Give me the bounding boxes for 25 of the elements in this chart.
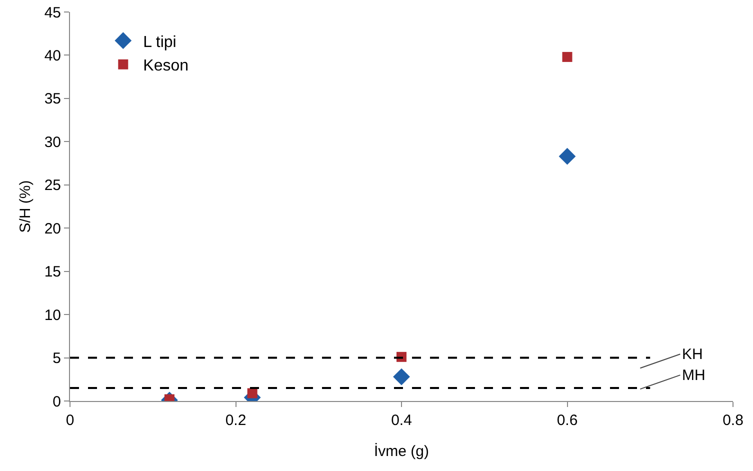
x-tick-label: 0.6 bbox=[556, 412, 578, 429]
legend-label: L tipi bbox=[143, 34, 176, 51]
x-axis-title: İvme (g) bbox=[374, 442, 430, 460]
y-tick-label: 35 bbox=[44, 90, 61, 108]
x-tick-label: 0.8 bbox=[722, 412, 744, 429]
x-tick-label: 0.4 bbox=[391, 412, 412, 429]
y-tick-label: 5 bbox=[52, 350, 61, 368]
point bbox=[393, 368, 410, 386]
legend-label: Keson bbox=[143, 58, 189, 75]
ref-line-label: KH bbox=[682, 346, 703, 363]
y-tick-label: 15 bbox=[44, 264, 61, 281]
x-tick-label: 0.2 bbox=[225, 412, 246, 429]
y-tick-label: 45 bbox=[44, 4, 61, 22]
ref-line-label: MH bbox=[682, 367, 706, 384]
y-tick-label: 40 bbox=[44, 47, 61, 64]
point bbox=[558, 148, 576, 165]
y-tick-label: 0 bbox=[52, 393, 61, 410]
y-tick-label: 25 bbox=[44, 177, 61, 194]
y-tick-label: 20 bbox=[44, 220, 61, 238]
point bbox=[562, 52, 572, 62]
point bbox=[247, 388, 258, 398]
x-tick-label: 0 bbox=[66, 412, 74, 429]
y-tick-label: 10 bbox=[44, 306, 61, 324]
y-tick-label: 30 bbox=[44, 134, 61, 151]
y-axis-title: S/H (%) bbox=[17, 180, 34, 233]
